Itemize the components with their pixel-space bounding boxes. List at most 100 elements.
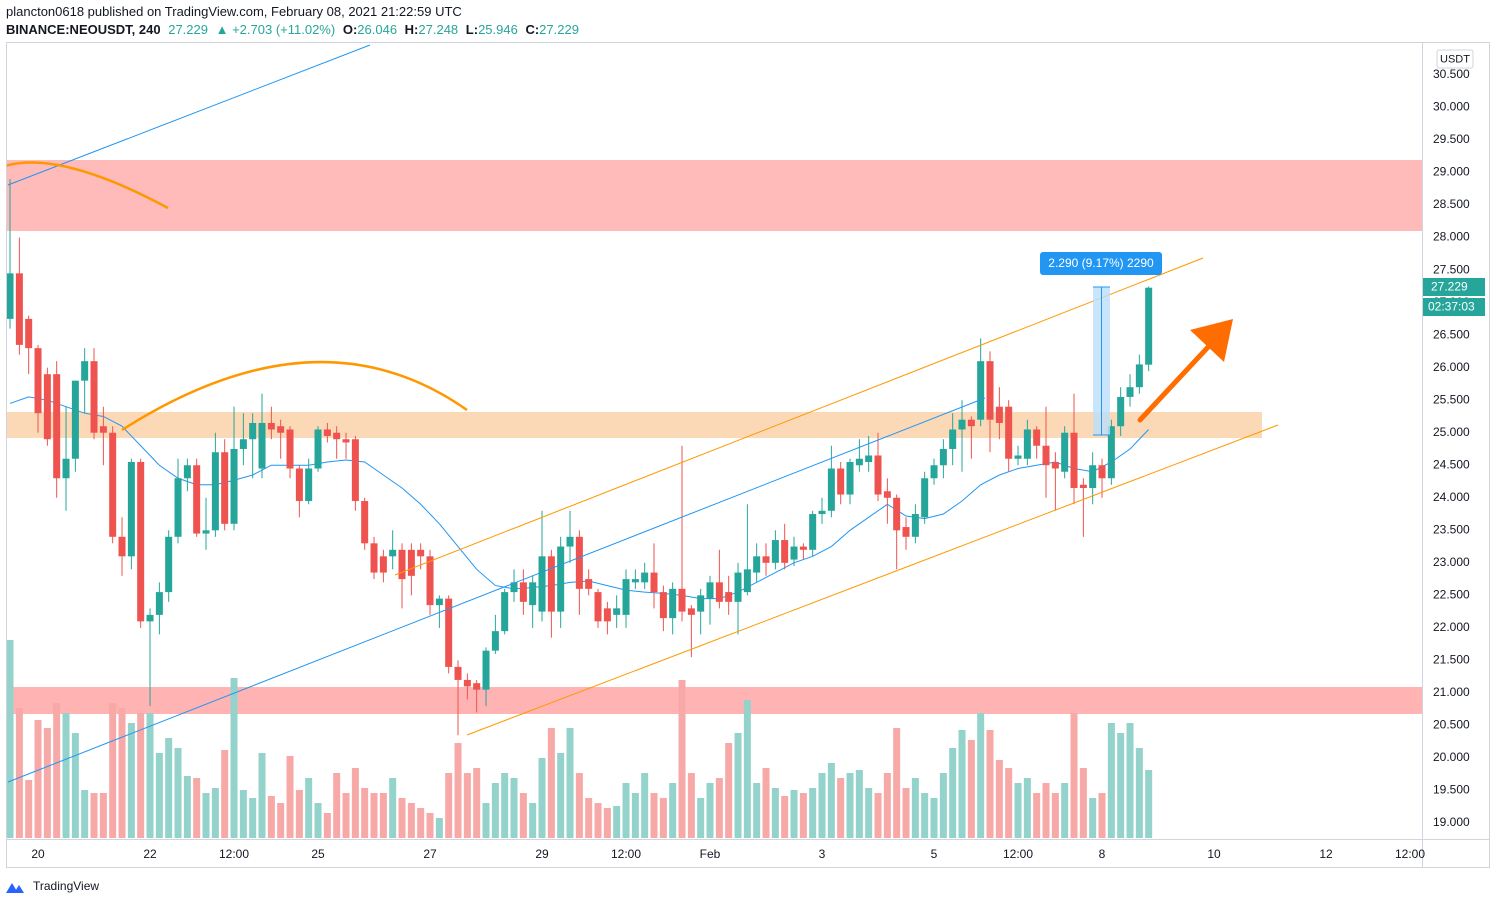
volume-bar <box>407 803 415 838</box>
volume-bar <box>62 713 70 838</box>
volume-bar <box>7 640 14 838</box>
y-tick-label: 22.000 <box>1433 620 1470 634</box>
logo <box>6 883 24 893</box>
candle-body <box>622 579 630 615</box>
volume-bar <box>1070 713 1078 838</box>
volume-bar <box>379 793 387 838</box>
candle-body <box>594 592 602 622</box>
y-tick-label: 22.500 <box>1433 588 1470 602</box>
candle-body <box>118 536 126 557</box>
candle-body <box>781 540 789 563</box>
candle-body <box>1117 396 1125 427</box>
y-tick-label: 28.500 <box>1433 197 1470 211</box>
volume-bar <box>557 753 565 838</box>
candle-body <box>510 582 518 593</box>
last-price-box <box>1423 278 1485 296</box>
volume-bar <box>753 783 761 838</box>
volume-bar <box>846 773 854 838</box>
candle-body <box>174 478 182 537</box>
candle-body <box>827 468 835 511</box>
volume-bar <box>883 773 891 838</box>
candle-body <box>323 429 331 436</box>
candle-body <box>697 595 705 612</box>
support-zone <box>7 687 1422 714</box>
candle-body <box>71 380 79 459</box>
candle-body <box>911 514 919 537</box>
volume-bar <box>930 798 938 838</box>
volume-bar <box>781 796 789 838</box>
change: ▲ +2.703 (+11.02%) <box>215 22 336 37</box>
candle-body <box>202 530 210 534</box>
volume-bar <box>1023 778 1031 838</box>
candle-body <box>109 432 117 537</box>
y-tick-label: 29.000 <box>1433 165 1470 179</box>
volume-bar <box>669 783 677 838</box>
candle-body <box>1089 465 1097 489</box>
candle-body <box>53 374 61 479</box>
ohlc-key: L: <box>465 22 479 37</box>
arrow-head <box>1190 319 1233 362</box>
x-tick-label: 3 <box>819 847 826 861</box>
volume-bar <box>678 680 686 838</box>
candle-body <box>1126 387 1134 397</box>
candle-body <box>454 666 462 680</box>
volume-bar <box>295 790 303 838</box>
candle-body <box>230 448 238 524</box>
y-tick-label: 28.000 <box>1433 230 1470 244</box>
candle-body <box>34 348 42 414</box>
volume-bar <box>641 773 649 838</box>
y-tick-label: 30.000 <box>1433 100 1470 114</box>
volume-bar <box>762 768 770 838</box>
volume-bar <box>529 803 537 838</box>
volume-bar <box>417 808 425 838</box>
footer-brand: TradingView <box>33 879 99 893</box>
volume-bar <box>622 783 630 838</box>
ohlc-key: H: <box>404 22 419 37</box>
candle-body <box>818 510 826 515</box>
candle-body <box>137 461 145 622</box>
volume-bar <box>155 753 163 838</box>
volume-bar <box>454 743 462 838</box>
chart-frame <box>6 42 1490 868</box>
volume-bar <box>146 713 154 838</box>
volume-bar <box>958 730 966 838</box>
x-tick-label: 12:00 <box>1395 847 1425 861</box>
volume-bar <box>818 773 826 838</box>
volume-bar <box>855 770 863 838</box>
candle-body <box>1014 455 1022 459</box>
volume-bar <box>34 720 42 838</box>
symbol: BINANCE:NEOUSDT, 240 <box>6 22 161 37</box>
candle-body <box>809 514 817 550</box>
volume-bar <box>790 790 798 838</box>
candle-body <box>949 429 957 449</box>
volume-bar <box>183 776 191 838</box>
volume-bar <box>127 723 135 838</box>
volume-bar <box>482 803 490 838</box>
volume-bar <box>631 793 639 838</box>
volume-bar <box>547 728 555 838</box>
volume-bar <box>165 738 173 838</box>
volume-bar <box>305 778 313 838</box>
volume-bar <box>1051 793 1059 838</box>
y-tick-label: 27.500 <box>1433 262 1470 276</box>
measure-label: 2.290 (9.17%) 2290 <box>1048 256 1154 270</box>
volume-bar <box>221 750 229 838</box>
candle-body <box>566 536 574 547</box>
candle-body <box>874 455 882 495</box>
candle-body <box>398 549 406 580</box>
volume-bar <box>351 768 359 838</box>
candle-body <box>295 468 303 502</box>
candle-body <box>986 361 994 420</box>
y-tick-label: 25.500 <box>1433 392 1470 406</box>
candle-body <box>547 556 555 612</box>
candle-body <box>837 468 845 495</box>
arrow-shaft <box>1137 342 1213 423</box>
candle-body <box>389 549 397 557</box>
volume-bar <box>137 713 145 838</box>
candle-body <box>1135 364 1143 388</box>
channel-line <box>394 257 1204 576</box>
volume-bar <box>71 733 79 838</box>
volume-bar <box>174 748 182 838</box>
